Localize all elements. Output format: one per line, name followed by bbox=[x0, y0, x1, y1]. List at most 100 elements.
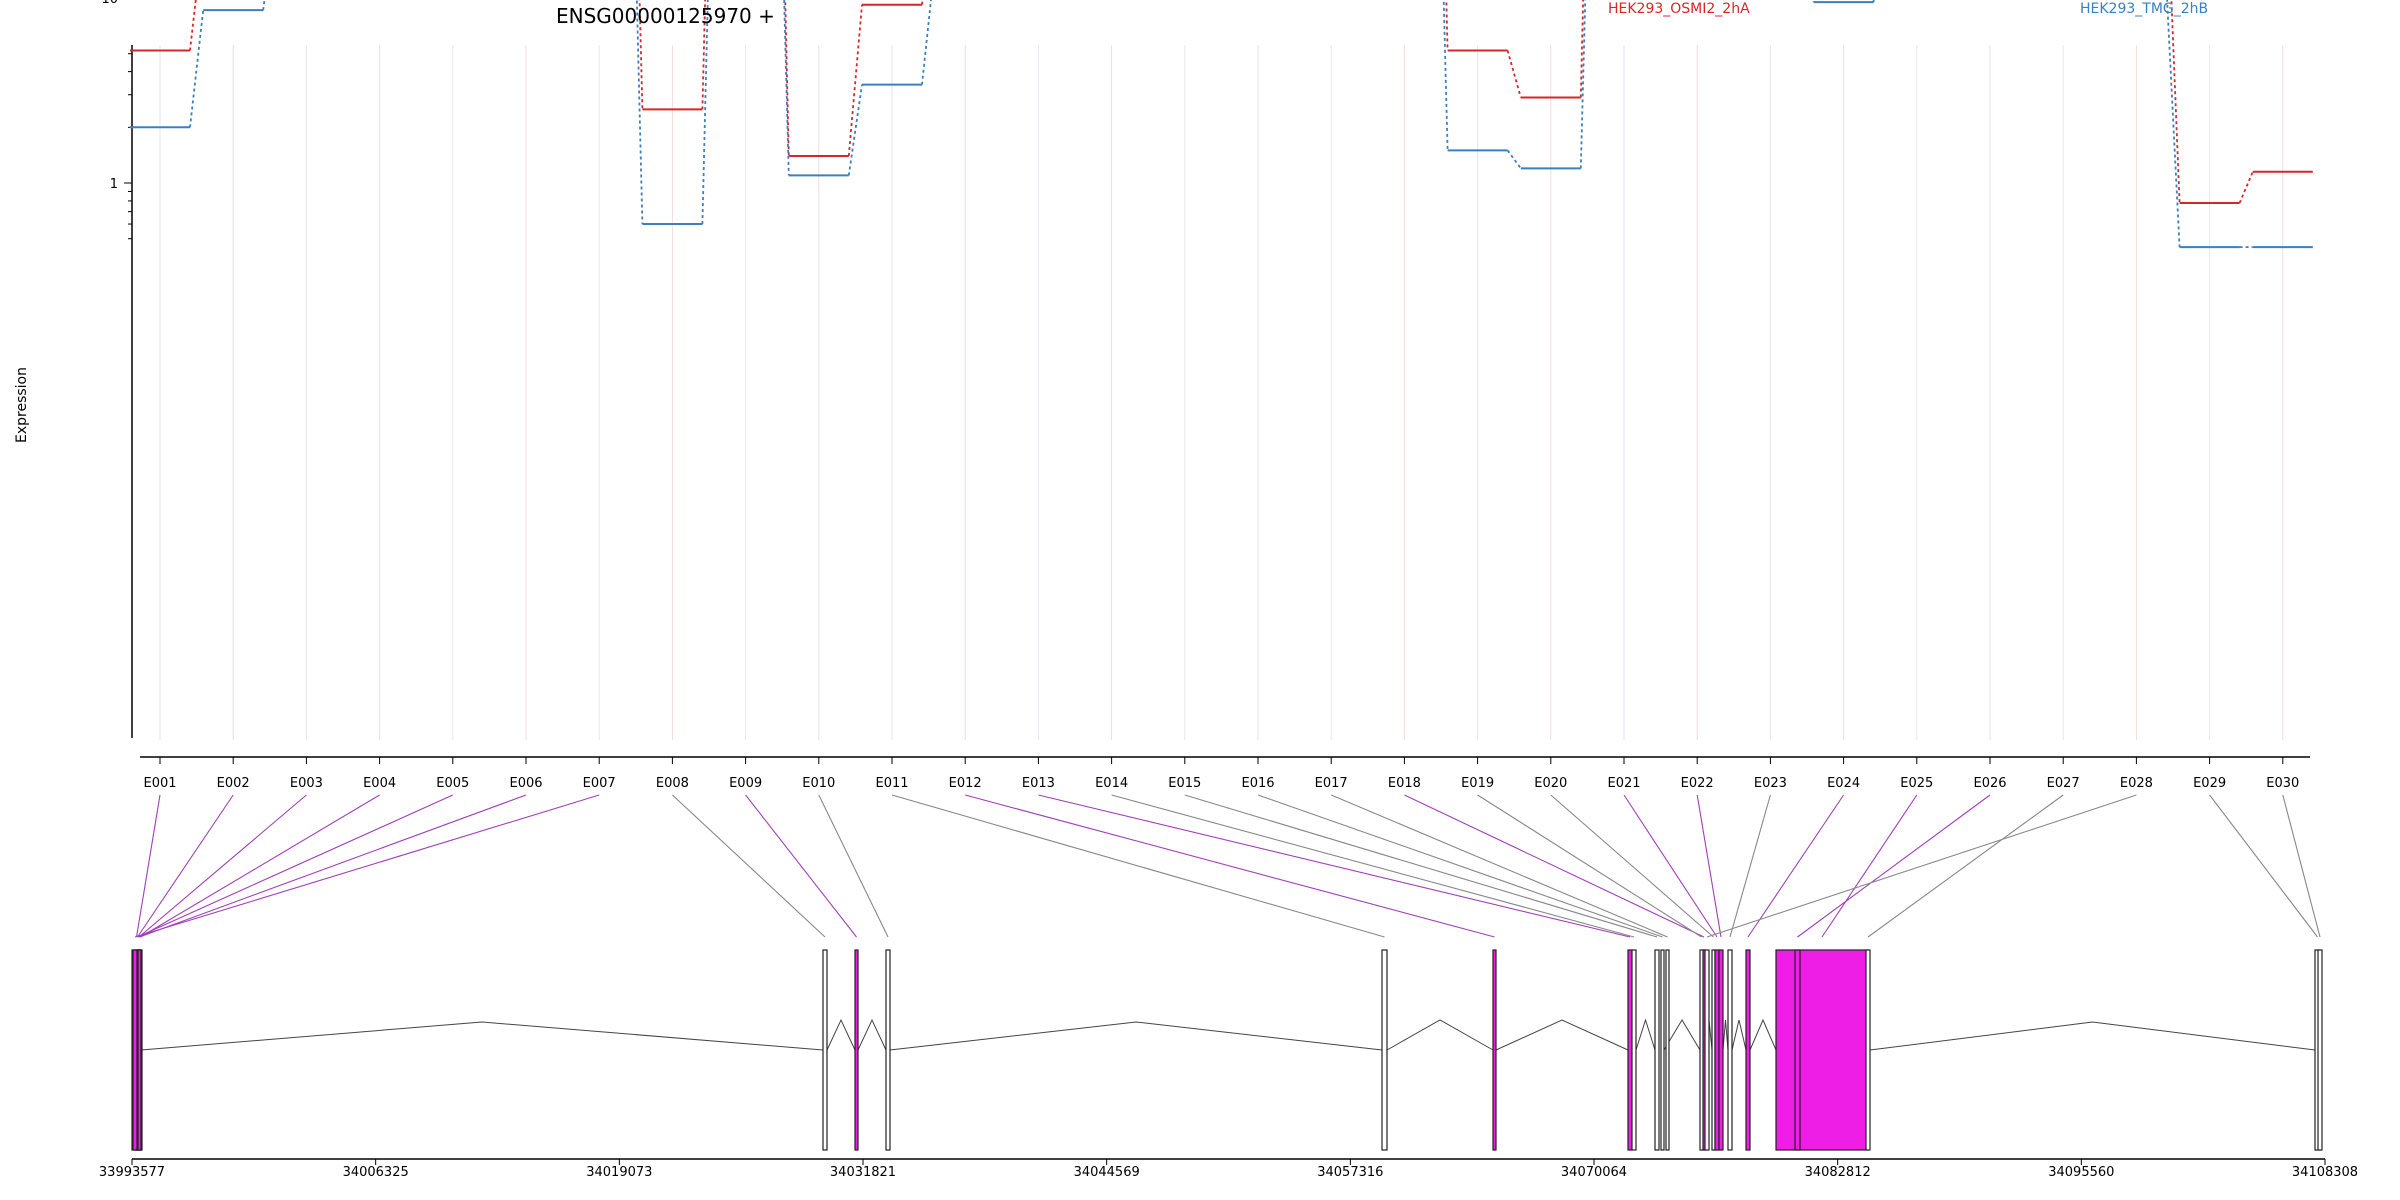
exon-connector-line bbox=[1729, 794, 1771, 938]
series-connector bbox=[2166, 0, 2181, 248]
series-connector bbox=[921, 0, 924, 5]
x-tick-label: E030 bbox=[2266, 776, 2299, 791]
intron-line bbox=[1663, 1019, 1701, 1051]
exon-box bbox=[1865, 949, 1871, 1151]
x-tick-label: E012 bbox=[949, 776, 982, 791]
exon-connector-line bbox=[135, 794, 161, 938]
exon-connector-line bbox=[1623, 794, 1718, 938]
exon-box bbox=[132, 949, 138, 1151]
genomic-tick-label: 34082812 bbox=[1805, 1165, 1871, 1180]
x-tick-label: E008 bbox=[656, 776, 689, 791]
gene-model bbox=[131, 949, 2325, 1160]
exon-box bbox=[1745, 949, 1751, 1151]
x-tick-label: E002 bbox=[217, 776, 250, 791]
series-connector bbox=[1812, 0, 1815, 3]
genomic-tick-label: 34108308 bbox=[2292, 1165, 2358, 1180]
exon-connector-line bbox=[140, 794, 380, 938]
x-tick-label: E018 bbox=[1388, 776, 1421, 791]
exon-box bbox=[1699, 949, 1704, 1151]
x-ticks: E001 E002 E003 E004 E005 E006 E007 E008 E009 E010… bbox=[143, 757, 2299, 791]
exon-connector-line bbox=[965, 794, 1495, 938]
exon-connector-line bbox=[1257, 794, 1663, 938]
x-tick-label: E015 bbox=[1168, 776, 1201, 791]
exon-box bbox=[854, 949, 859, 1151]
exon-box bbox=[1631, 949, 1637, 1151]
series-connector bbox=[1506, 50, 1522, 98]
exon-connectors bbox=[134, 794, 2321, 938]
exon-connector-line bbox=[1038, 794, 1631, 938]
x-tick-label: E026 bbox=[1973, 776, 2006, 791]
exon-box bbox=[1718, 949, 1724, 1151]
series-connector bbox=[1579, 0, 1585, 98]
x-tick-label: E027 bbox=[2047, 776, 2080, 791]
exon-connector-line bbox=[1821, 794, 1918, 938]
chart-title: ENSG00000125970 + bbox=[556, 4, 775, 28]
series-connector bbox=[189, 0, 197, 51]
exon-box bbox=[885, 949, 891, 1151]
series-connector bbox=[847, 4, 863, 157]
exon-box bbox=[1492, 949, 1497, 1151]
x-tick-label: E013 bbox=[1022, 776, 1055, 791]
exon-connector-line bbox=[891, 794, 1385, 938]
x-tick-label: E029 bbox=[2193, 776, 2226, 791]
exon-box bbox=[1381, 949, 1388, 1151]
exon-connector-line bbox=[1184, 794, 1658, 938]
series-connector bbox=[783, 0, 790, 176]
exon-connector-line bbox=[137, 794, 234, 938]
series-connector bbox=[1872, 0, 1875, 3]
exon-connector-line bbox=[1477, 794, 1702, 938]
genomic-tick-label: 34070064 bbox=[1561, 1165, 1627, 1180]
intron-line bbox=[826, 1018, 856, 1051]
exon-connector-line bbox=[1747, 794, 1845, 938]
y-axis-label: Expression bbox=[14, 367, 30, 443]
exon-connector-line bbox=[1797, 794, 1991, 938]
genomic-tick-label: 34057316 bbox=[1317, 1165, 1383, 1180]
exon-box bbox=[822, 949, 828, 1151]
exon-connector-line bbox=[1706, 794, 2137, 938]
x-tick-label: E028 bbox=[2120, 776, 2153, 791]
x-tick-label: E016 bbox=[1241, 776, 1274, 791]
intron-line bbox=[140, 1021, 824, 1051]
series-connector bbox=[2170, 0, 2181, 203]
exon-connector-line bbox=[672, 794, 826, 938]
y-tick-label: 1 bbox=[110, 177, 118, 192]
exon-box bbox=[137, 949, 142, 1151]
genomic-tick-label: 34095560 bbox=[2048, 1165, 2114, 1180]
series-connector bbox=[1445, 0, 1449, 51]
series-connector bbox=[921, 0, 932, 85]
x-tick-label: E006 bbox=[509, 776, 542, 791]
x-tick-label: E004 bbox=[363, 776, 396, 791]
genomic-tick-label: 34019073 bbox=[586, 1165, 652, 1180]
series-connector bbox=[1506, 149, 1522, 169]
y-tick-label: 10 bbox=[101, 0, 118, 7]
x-tick-label: E007 bbox=[583, 776, 616, 791]
x-tick-label: E023 bbox=[1754, 776, 1787, 791]
genomic-ticks: 33993577 34006325 34019073 34031821 34044569… bbox=[99, 1159, 2358, 1180]
x-tick-label: E011 bbox=[875, 776, 908, 791]
genomic-tick-label: 34006325 bbox=[343, 1165, 409, 1180]
exon-connector-line bbox=[818, 794, 889, 938]
genomic-tick-label: 33993577 bbox=[99, 1165, 165, 1180]
exon-connector-line bbox=[1111, 794, 1635, 938]
series-connector bbox=[638, 0, 644, 110]
exon-box bbox=[2317, 949, 2323, 1151]
exon-box bbox=[1775, 949, 1869, 1151]
x-tick-label: E014 bbox=[1095, 776, 1128, 791]
exon-connector-line bbox=[745, 794, 857, 938]
legend-entry-osmi2: HEK293_OSMI2_2hA bbox=[1608, 1, 1750, 17]
exon-box bbox=[1654, 949, 1660, 1151]
intron-line bbox=[1869, 1021, 2316, 1051]
vertical-grid bbox=[159, 45, 2284, 740]
exon-connector-line bbox=[1330, 794, 1668, 938]
x-tick-label: E021 bbox=[1607, 776, 1640, 791]
genomic-tick-label: 34044569 bbox=[1074, 1165, 1140, 1180]
series-connector bbox=[2238, 171, 2254, 204]
exon-box bbox=[1704, 949, 1710, 1151]
x-tick-label: E010 bbox=[802, 776, 835, 791]
intron-line bbox=[1722, 1019, 1729, 1051]
exon-box bbox=[1727, 949, 1733, 1151]
intron-line bbox=[889, 1021, 1383, 1051]
intron-line bbox=[1495, 1019, 1629, 1051]
x-tick-label: E003 bbox=[290, 776, 323, 791]
